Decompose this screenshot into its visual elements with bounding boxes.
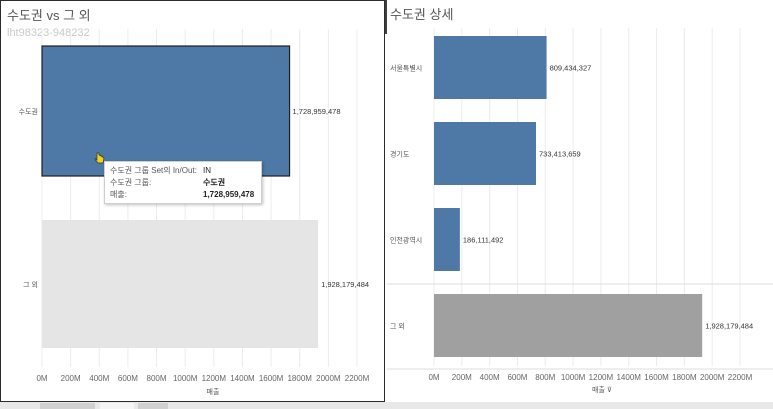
data-label: 1,928,179,484 bbox=[705, 322, 753, 331]
left-chart-title: 수도권 vs 그 외 bbox=[7, 8, 91, 23]
bar bbox=[434, 294, 703, 357]
tick-label: 200M bbox=[452, 373, 472, 382]
watermark: lht98323-948232 bbox=[7, 27, 90, 39]
tooltip-row-group: 수도권 그룹: 수도권 bbox=[110, 177, 256, 189]
tick-label: 2000M bbox=[700, 373, 725, 382]
hand-cursor-icon bbox=[94, 152, 105, 164]
tooltip-row-set: 수도권 그룹 Set의 In/Out: IN bbox=[110, 165, 256, 177]
data-label: 1,728,959,478 bbox=[293, 107, 341, 116]
category-label: 인천광역시 bbox=[390, 236, 422, 245]
tick-label: 400M bbox=[480, 373, 500, 382]
tick-label: 600M bbox=[118, 374, 138, 383]
tooltip-key: 매출: bbox=[110, 190, 127, 199]
tick-label: 800M bbox=[147, 374, 167, 383]
left-bar-chart[interactable]: 0M 200M 400M 600M 800M 1000M 1200M 1400M 1600M 18… bbox=[1, 1, 386, 403]
tooltip-key: 수도권 그룹 Set의 In/Out: bbox=[110, 166, 197, 175]
bar bbox=[434, 122, 537, 185]
tooltip-value: 수도권 bbox=[203, 178, 226, 187]
tick-label: 1200M bbox=[589, 373, 614, 382]
tick-label: 1600M bbox=[259, 374, 284, 383]
data-label: 809,434,327 bbox=[550, 64, 592, 73]
tooltip-key: 수도권 그룹: bbox=[110, 178, 152, 187]
bar bbox=[41, 45, 291, 177]
tick-label: 800M bbox=[535, 373, 555, 382]
tick-label: 1400M bbox=[230, 374, 255, 383]
tooltip-row-sales: 매출: 1,728,959,478 bbox=[110, 189, 256, 201]
tick-label: 1400M bbox=[616, 373, 641, 382]
right-bar-chart[interactable]: 0M 200M 400M 600M 800M 1000M 1200M 1400M 1600M 18… bbox=[387, 0, 773, 402]
tick-label: 0M bbox=[428, 373, 439, 382]
tick-label: 1000M bbox=[561, 373, 586, 382]
category-label: 수도권 bbox=[19, 108, 38, 116]
left-chart-panel: 수도권 vs 그 외 lht98323-948232 0M 200M 400M 600… bbox=[0, 0, 385, 402]
sheet-tab-active[interactable] bbox=[100, 403, 134, 409]
tick-label: 1800M bbox=[672, 373, 697, 382]
tick-label: 1000M bbox=[173, 374, 198, 383]
sheet-tab-strip bbox=[0, 402, 773, 409]
bar bbox=[434, 36, 547, 99]
bar bbox=[42, 220, 319, 348]
sheet-tab[interactable] bbox=[138, 403, 168, 409]
tick-label: 1600M bbox=[644, 373, 669, 382]
category-label: 그 외 bbox=[390, 322, 405, 331]
tick-label: 2200M bbox=[345, 374, 370, 383]
tick-label: 1200M bbox=[202, 374, 227, 383]
category-label: 서울특별시 bbox=[390, 64, 422, 73]
tooltip-value: IN bbox=[203, 166, 211, 175]
bar-tooltip: 수도권 그룹 Set의 In/Out: IN 수도권 그룹: 수도권 매출: 1… bbox=[104, 161, 262, 204]
tick-label: 0M bbox=[36, 374, 47, 383]
tick-label: 600M bbox=[507, 373, 527, 382]
axis-title: 매출 ⊽ bbox=[592, 385, 612, 394]
sheet-tab[interactable] bbox=[40, 403, 95, 409]
tick-label: 1800M bbox=[287, 374, 312, 383]
tooltip-value: 1,728,959,478 bbox=[203, 190, 255, 199]
category-label: 경기도 bbox=[390, 150, 410, 159]
data-label: 186,111,492 bbox=[463, 236, 504, 245]
tick-label: 2200M bbox=[728, 373, 753, 382]
data-label: 733,413,659 bbox=[539, 150, 581, 159]
right-chart-panel: 수도권 상세 0M 200M 400M 600M 800M 1000M 1200M 1400M… bbox=[387, 0, 773, 402]
tick-label: 400M bbox=[89, 374, 109, 383]
axis-title: 매출 bbox=[207, 387, 220, 396]
tick-label: 200M bbox=[61, 374, 81, 383]
tick-label: 2000M bbox=[316, 374, 341, 383]
category-label: 그 외 bbox=[23, 280, 38, 289]
data-label: 1,928,179,484 bbox=[321, 280, 369, 289]
right-chart-title: 수도권 상세 bbox=[390, 7, 454, 22]
bar bbox=[434, 208, 460, 271]
